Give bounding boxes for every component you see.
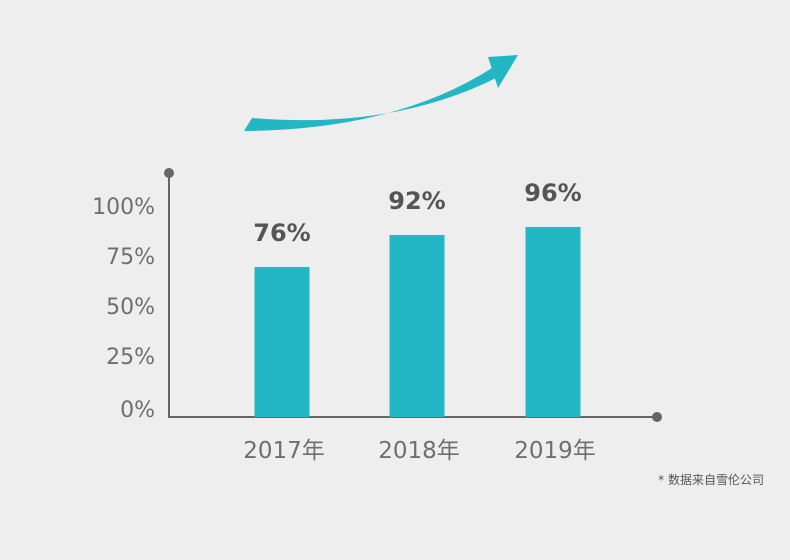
- y-tick-labels: 0% 25% 50% 75% 100%: [92, 195, 155, 423]
- bar: [389, 235, 445, 417]
- data-labels: 76% 92% 96%: [253, 179, 581, 247]
- data-label: 96%: [524, 179, 581, 207]
- x-tick-label: 2019年: [514, 438, 596, 464]
- y-tick-label: 100%: [92, 195, 155, 220]
- y-axis-end-dot: [164, 168, 174, 178]
- y-tick-label: 0%: [120, 398, 155, 423]
- bar: [525, 227, 581, 417]
- x-axis-end-dot: [652, 412, 662, 422]
- x-tick-label: 2018年: [378, 438, 460, 464]
- x-tick-label: 2017年: [243, 438, 325, 464]
- data-label: 92%: [388, 187, 445, 215]
- y-tick-label: 50%: [106, 295, 155, 320]
- bars: [254, 227, 581, 417]
- trend-up-arrow-icon: [244, 55, 518, 131]
- data-label: 76%: [253, 219, 310, 247]
- y-tick-label: 25%: [106, 345, 155, 370]
- arrow-body: [244, 68, 500, 131]
- arrow-head: [488, 55, 518, 88]
- source-footnote: * 数据来自雪伦公司: [658, 472, 764, 487]
- x-tick-labels: 2017年 2018年 2019年: [243, 438, 596, 464]
- bar: [254, 267, 310, 417]
- y-tick-label: 75%: [106, 245, 155, 270]
